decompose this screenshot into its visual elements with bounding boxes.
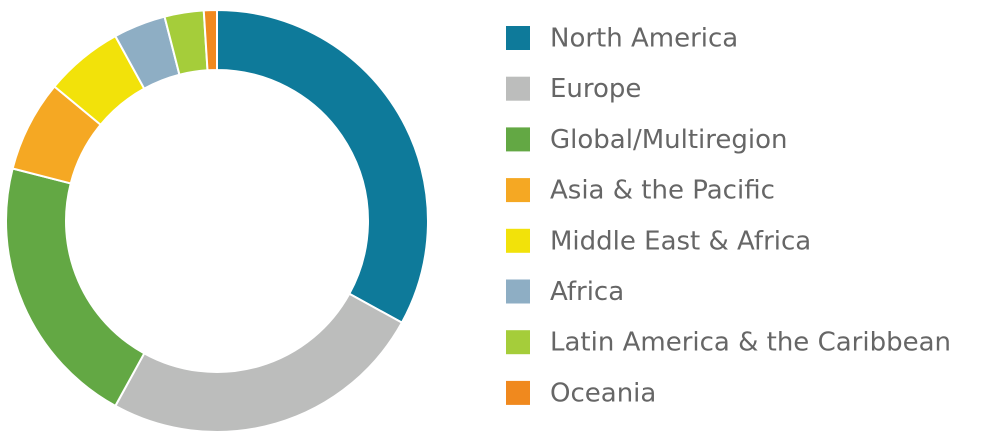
legend-swatch [506,330,530,355]
legend-swatch [506,228,530,253]
legend-label: Global/Multiregion [550,125,787,155]
donut-slice [202,8,218,72]
donut-slice [5,167,146,408]
legend-swatch [506,380,530,405]
legend-label: Africa [550,277,624,307]
legend-label: Middle East & Africa [550,226,811,256]
legend-swatch [506,26,530,50]
legend-label: Asia & the Pacific [550,176,775,206]
legend-swatch [506,76,530,101]
donut-slice [216,8,429,325]
legend-label: Europe [550,74,641,104]
donut-slice [113,292,404,433]
legend-label: North America [550,24,738,54]
legend-swatch [506,279,530,304]
legend-label: Latin America & the Caribbean [550,328,951,358]
legend-swatch [506,178,530,203]
legend-label: Oceania [550,378,656,408]
legend-swatch [506,127,530,152]
